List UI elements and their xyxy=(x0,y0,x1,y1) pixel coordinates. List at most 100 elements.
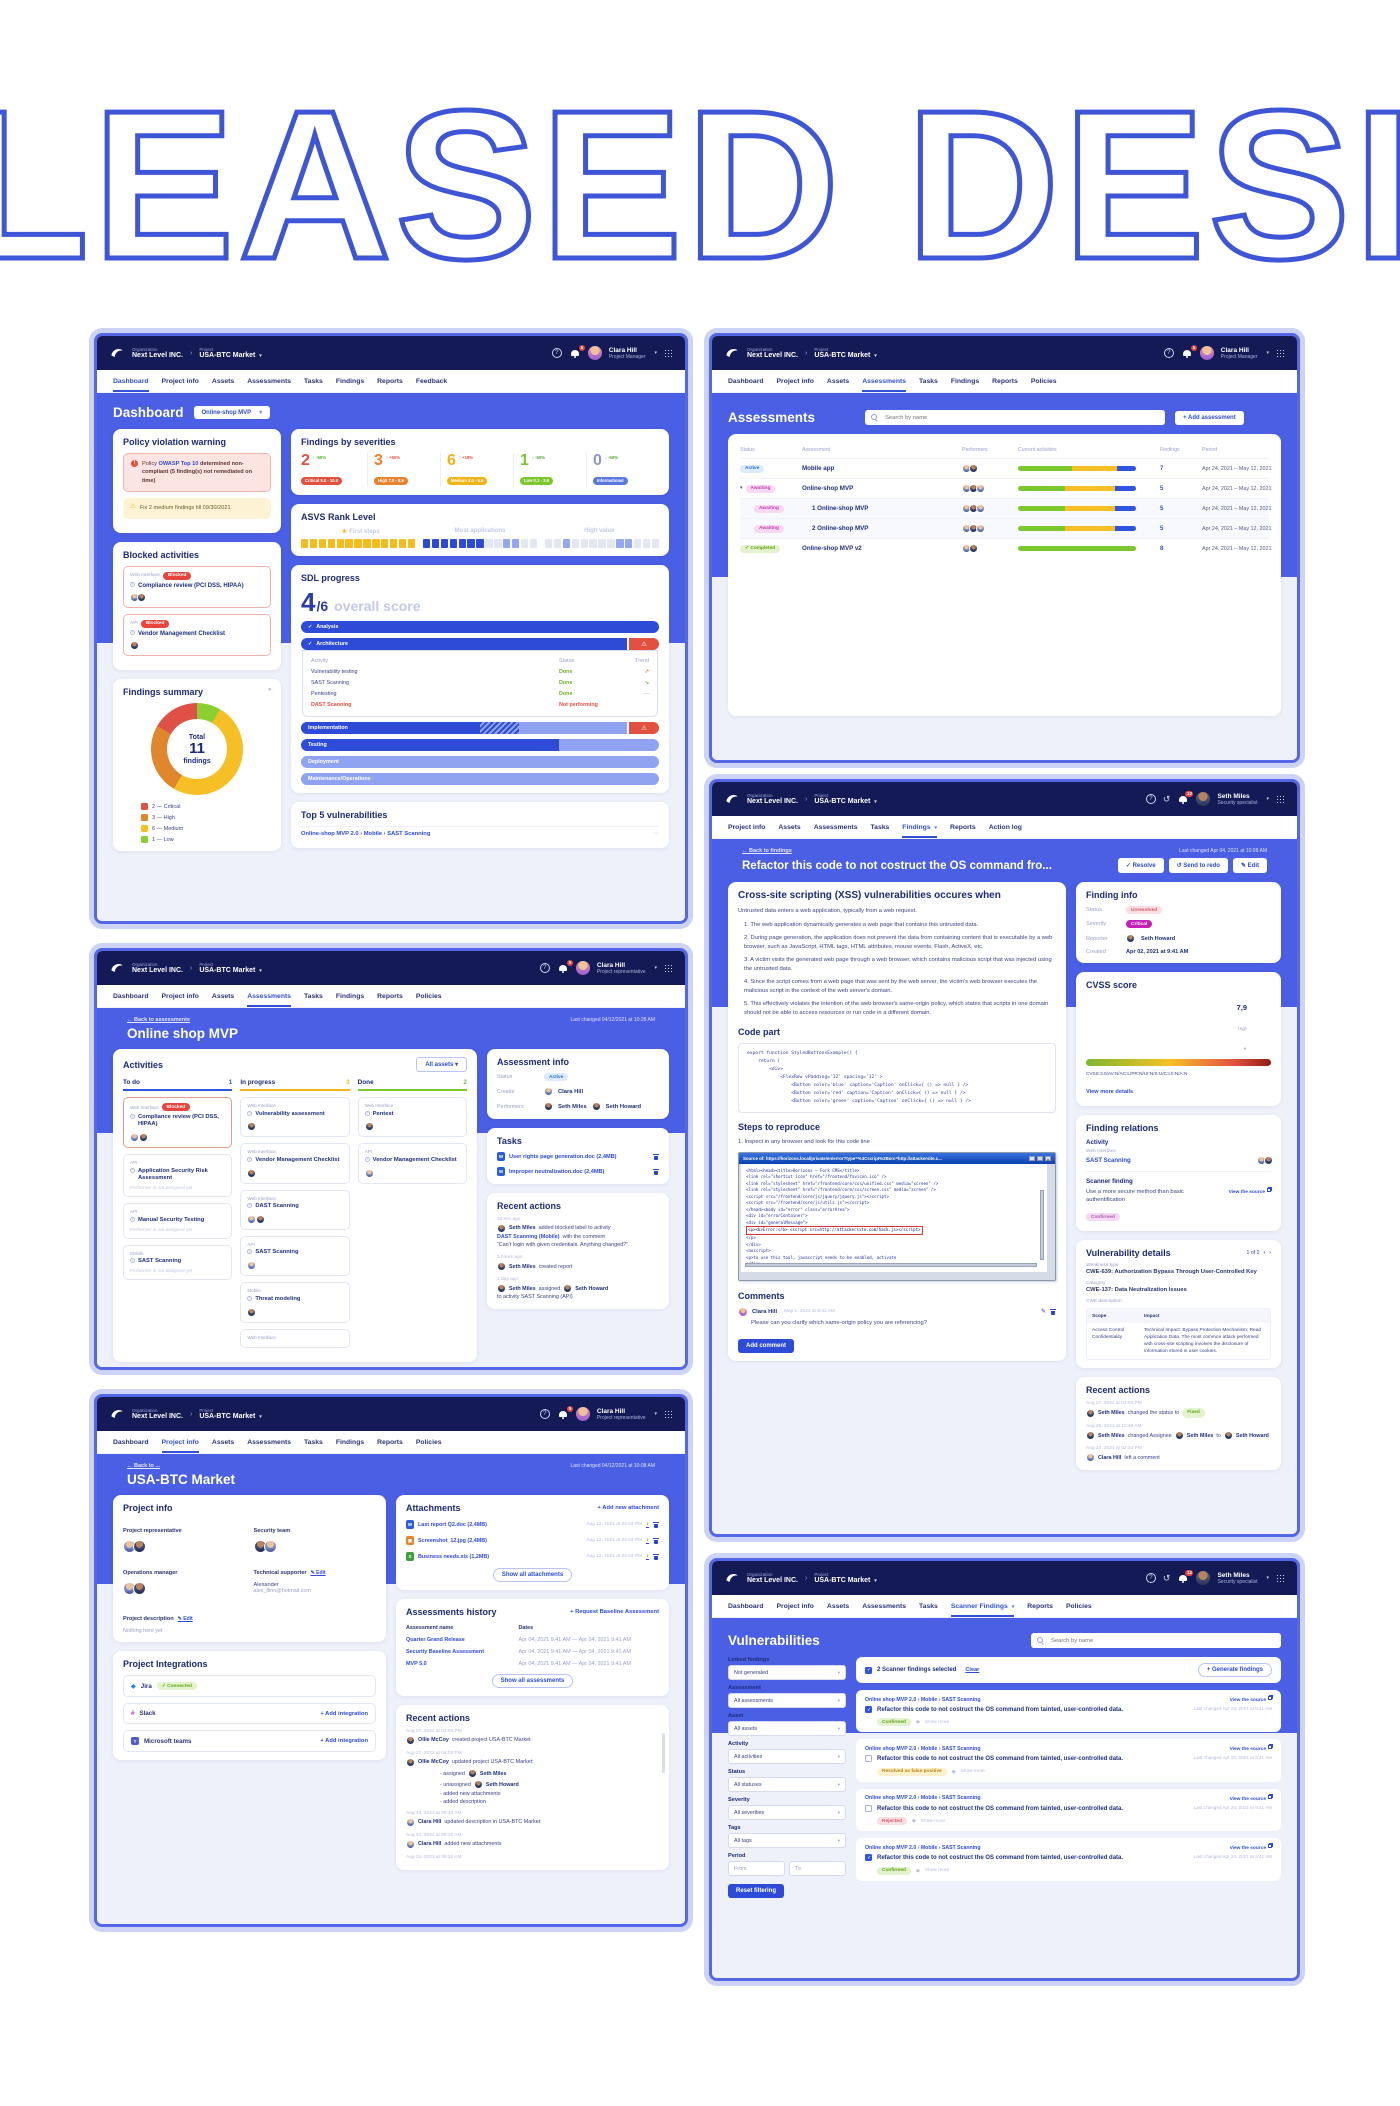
tab-policies[interactable]: Policies xyxy=(415,992,442,1000)
activity-link[interactable]: SAST Scanning xyxy=(1086,1157,1131,1164)
integration-teams[interactable]: T Microsoft teams + Add integration xyxy=(123,1730,376,1752)
cvss-details-link[interactable]: View more details xyxy=(1086,1089,1134,1095)
scanner-finding-row[interactable]: Online shop MVP 2.0 › Mobile › SAST Scan… xyxy=(856,1838,1281,1881)
view-source-link[interactable]: View the source xyxy=(1229,1187,1272,1195)
user-menu[interactable]: Clara Hill Project Manager xyxy=(608,346,646,360)
user-avatar[interactable] xyxy=(587,346,602,360)
apps-grid-icon[interactable] xyxy=(664,963,673,973)
scrollbar-horizontal[interactable] xyxy=(745,1262,1037,1267)
tab-tasks[interactable]: Tasks xyxy=(304,1438,323,1446)
help-icon[interactable]: ? xyxy=(1163,348,1174,358)
tab-policies[interactable]: Policies xyxy=(1065,1602,1092,1610)
sdl-phase-architecture[interactable]: ✓ Architecture xyxy=(301,638,627,650)
tab-assets[interactable]: Assets xyxy=(211,992,235,1000)
history-icon[interactable]: ↺ xyxy=(1162,794,1171,804)
view-source-link[interactable]: View the source xyxy=(1230,1695,1273,1703)
add-integration-link[interactable]: + Add integration xyxy=(320,1738,368,1744)
show-more[interactable]: Show more xyxy=(924,1719,950,1725)
history-row[interactable]: MVP 5.0 Apr 04, 2021 9:41 AM — Apr 04, 20… xyxy=(406,1661,631,1667)
apps-grid-icon[interactable] xyxy=(1276,794,1285,804)
select-all-checkbox[interactable] xyxy=(865,1666,872,1674)
delete-icon[interactable] xyxy=(653,1153,659,1160)
user-avatar[interactable] xyxy=(575,961,590,975)
add-integration-link[interactable]: + Add integration xyxy=(320,1710,368,1717)
activity-card[interactable]: API i Vendor Management Checklist xyxy=(357,1143,467,1184)
activity-card[interactable]: Mobile i SAST Scanning Performer is not a… xyxy=(123,1244,233,1280)
row-checkbox[interactable] xyxy=(865,1854,872,1862)
request-baseline-link[interactable]: + Request Baseline Assessment xyxy=(570,1609,659,1615)
breadcrumb-project[interactable]: Project USA-BTC Market ▾ xyxy=(814,793,877,805)
status-filter-select[interactable]: All statuses ▾ xyxy=(728,1777,846,1792)
tab-reports[interactable]: Reports xyxy=(992,377,1018,385)
tab-assets[interactable]: Assets xyxy=(826,1602,850,1610)
activity-card[interactable]: Web Interface i Vulnerability assessment xyxy=(240,1097,350,1138)
view-source-link[interactable]: View the source xyxy=(1230,1744,1273,1752)
policy-link[interactable]: OWASP Top 10 xyxy=(158,461,199,467)
edit-link[interactable]: ✎ Edit xyxy=(310,1570,326,1576)
back-link[interactable]: ← Back to findings xyxy=(742,848,792,854)
next-page-icon[interactable]: › xyxy=(1269,1249,1271,1256)
breadcrumb-project[interactable]: Project USA-BTC Market ▾ xyxy=(199,347,262,359)
tab-dashboard[interactable]: Dashboard xyxy=(113,377,149,392)
activity-card[interactable]: API i Application Security Risk Assessmen… xyxy=(123,1154,233,1198)
help-icon[interactable]: ? xyxy=(539,1409,550,1419)
breadcrumb-organization[interactable]: Organization Next Level INC. xyxy=(132,962,183,974)
severity-filter-select[interactable]: All severities ▾ xyxy=(728,1805,846,1820)
tab-project-info[interactable]: Project info xyxy=(161,1438,200,1453)
tab-project-info[interactable]: Project info xyxy=(776,377,814,385)
table-row[interactable]: Awaiting 2 Online-shop MVP 5 Apr 24, 202… xyxy=(740,518,1272,538)
table-row[interactable]: Awaiting 1 Online-shop MVP 5 Apr 24, 202… xyxy=(740,498,1272,518)
notifications-bell-icon[interactable]: 12 xyxy=(1177,1569,1194,1584)
search-box[interactable] xyxy=(865,410,1166,425)
apps-grid-icon[interactable] xyxy=(664,1409,673,1419)
tab-project-info[interactable]: Project info xyxy=(776,1602,814,1610)
tab-findings[interactable]: Findings xyxy=(950,377,980,385)
download-icon[interactable]: ↓ xyxy=(646,1537,649,1544)
breadcrumb-project[interactable]: Project USA-BTC Market ▾ xyxy=(814,1572,877,1584)
tab-reports[interactable]: Reports xyxy=(1027,1602,1053,1610)
activity-card[interactable]: Web Interface i Vendor Management Checkli… xyxy=(240,1143,350,1184)
tab-project-info[interactable]: Project info xyxy=(161,377,199,385)
sdl-phase-deployment[interactable]: Deployment xyxy=(301,756,659,768)
blocked-activity-item[interactable]: Web Interface Blocked i Compliance review … xyxy=(123,565,271,608)
breadcrumb-organization[interactable]: Organization Next Level INC. xyxy=(747,347,798,359)
integration-slack[interactable]: # Slack + Add integration xyxy=(123,1703,376,1724)
tab-tasks[interactable]: Tasks xyxy=(870,823,890,831)
notifications-bell-icon[interactable]: 5 xyxy=(569,344,585,359)
add-attachment-link[interactable]: + Add new attachment xyxy=(597,1505,659,1511)
user-menu[interactable]: Clara Hill Project Manager xyxy=(1220,346,1258,360)
tab-reports[interactable]: Reports xyxy=(377,1438,403,1446)
tab-assessments[interactable]: Assessments xyxy=(813,823,858,831)
delete-icon[interactable] xyxy=(653,1521,659,1528)
scanner-finding-row[interactable]: Online shop MVP 2.0 › Mobile › SAST Scan… xyxy=(856,1690,1281,1733)
tab-project-info[interactable]: Project info xyxy=(728,823,766,831)
row-checkbox[interactable] xyxy=(865,1755,872,1763)
asset-filter[interactable]: All assets ▾ xyxy=(416,1057,467,1072)
assessment-filter-select[interactable]: All assessments ▾ xyxy=(728,1693,846,1708)
help-icon[interactable]: ? xyxy=(539,963,550,973)
search-input[interactable] xyxy=(1049,1636,1275,1645)
user-menu[interactable]: Clara Hill Project representative xyxy=(596,961,646,975)
tab-feedback[interactable]: Feedback xyxy=(415,377,448,385)
tab-findings[interactable]: Findings xyxy=(335,992,365,1000)
period-from-input[interactable]: From xyxy=(728,1861,785,1876)
tab-findings[interactable]: Findings ▾ xyxy=(902,823,938,838)
tab-dashboard[interactable]: Dashboard xyxy=(113,1438,149,1446)
back-link[interactable]: ← Back to assessments xyxy=(127,1017,190,1023)
breadcrumb-organization[interactable]: Organization Next Level INC. xyxy=(132,347,183,359)
history-row[interactable]: Quarter Grand Release Apr 04, 2021 9:41 A… xyxy=(406,1637,631,1643)
tab-scanner-findings[interactable]: Scanner Findings ▾ xyxy=(950,1602,1015,1617)
sdl-phase-maintenance[interactable]: Maintenance/Operations xyxy=(301,773,659,785)
tab-assessments[interactable]: Assessments xyxy=(247,992,292,1007)
asset-filter-select[interactable]: All assets ▾ xyxy=(728,1721,846,1736)
tab-dashboard[interactable]: Dashboard xyxy=(728,377,764,385)
edit-link[interactable]: ✎ Edit xyxy=(177,1616,193,1622)
tab-reports[interactable]: Reports xyxy=(377,377,403,385)
delete-icon[interactable] xyxy=(653,1537,659,1544)
row-checkbox[interactable] xyxy=(865,1804,872,1812)
breadcrumb-organization[interactable]: Organization Next Level INC. xyxy=(132,1408,183,1420)
user-menu[interactable]: Clara Hill Project representative xyxy=(596,1407,646,1421)
apps-grid-icon[interactable] xyxy=(664,348,673,358)
activity-card[interactable]: Web Interface Blocked i Compliance review … xyxy=(123,1097,233,1149)
table-row[interactable]: Active Mobile app 7 Apr 24, 2021 – May 1… xyxy=(740,458,1272,478)
